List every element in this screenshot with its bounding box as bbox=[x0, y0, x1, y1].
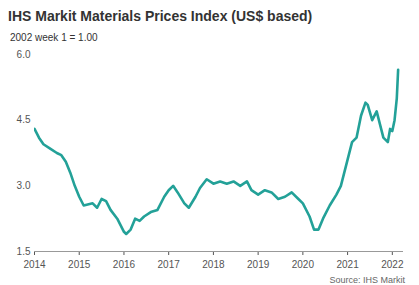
svg-text:6.0: 6.0 bbox=[17, 49, 31, 60]
html-text:IHS Markit Materials Prices In: IHS Markit Materials Prices Index (US$ b… bbox=[8, 8, 313, 24]
html-text:2002 week 1 = 1.00: 2002 week 1 = 1.00 bbox=[10, 32, 98, 43]
svg-text:2022: 2022 bbox=[381, 259, 404, 270]
svg-text:3.0: 3.0 bbox=[17, 180, 31, 191]
svg-text:2015: 2015 bbox=[68, 259, 91, 270]
svg-text:2017: 2017 bbox=[158, 259, 181, 270]
svg-text:2020: 2020 bbox=[292, 259, 315, 270]
svg-text:2018: 2018 bbox=[202, 259, 225, 270]
html-text:Source: IHS Markit: Source: IHS Markit bbox=[329, 275, 405, 285]
svg-text:2016: 2016 bbox=[113, 259, 136, 270]
svg-text:2021: 2021 bbox=[336, 259, 359, 270]
svg-text:2014: 2014 bbox=[23, 259, 46, 270]
svg-text:4.5: 4.5 bbox=[17, 114, 31, 125]
svg-text:2019: 2019 bbox=[247, 259, 270, 270]
svg-text:1.5: 1.5 bbox=[17, 246, 31, 257]
